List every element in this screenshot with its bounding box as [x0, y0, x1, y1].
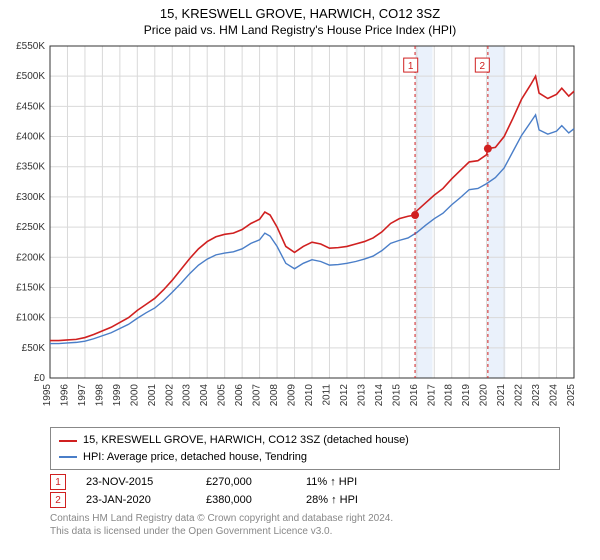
svg-text:£400K: £400K — [16, 132, 45, 143]
svg-text:2: 2 — [480, 62, 486, 73]
svg-text:2018: 2018 — [444, 384, 455, 407]
sale-marker-1: 1 — [50, 474, 66, 490]
svg-text:2021: 2021 — [496, 384, 507, 407]
svg-text:1999: 1999 — [112, 384, 123, 407]
legend-row-series2: HPI: Average price, detached house, Tend… — [59, 449, 551, 466]
sale-row-1: 1 23-NOV-2015 £270,000 11% ↑ HPI — [50, 474, 560, 490]
sale-delta-1: 11% ↑ HPI — [306, 476, 357, 488]
sale-delta-2: 28% ↑ HPI — [306, 494, 358, 506]
legend-label-2: HPI: Average price, detached house, Tend… — [83, 449, 307, 466]
svg-text:2000: 2000 — [129, 384, 140, 407]
svg-text:2019: 2019 — [461, 384, 472, 407]
svg-text:£150K: £150K — [16, 283, 45, 294]
svg-text:2003: 2003 — [182, 384, 193, 407]
footer-line1: Contains HM Land Registry data © Crown c… — [50, 512, 560, 525]
svg-text:2017: 2017 — [426, 384, 437, 407]
svg-text:£100K: £100K — [16, 313, 45, 324]
sale-rows: 1 23-NOV-2015 £270,000 11% ↑ HPI 2 23-JA… — [50, 474, 560, 508]
svg-text:2010: 2010 — [304, 384, 315, 407]
legend-swatch-2 — [59, 456, 77, 458]
svg-text:2004: 2004 — [199, 384, 210, 407]
svg-text:1996: 1996 — [59, 384, 70, 407]
svg-text:1998: 1998 — [94, 384, 105, 407]
svg-text:2015: 2015 — [391, 384, 402, 407]
svg-text:£550K: £550K — [16, 41, 45, 52]
svg-text:£50K: £50K — [22, 343, 46, 354]
sale-date-2: 23-JAN-2020 — [86, 494, 186, 506]
svg-text:£350K: £350K — [16, 162, 45, 173]
title-subtitle: Price paid vs. HM Land Registry's House … — [0, 23, 600, 39]
svg-text:1995: 1995 — [42, 384, 53, 407]
svg-text:2011: 2011 — [321, 384, 332, 406]
svg-text:2002: 2002 — [164, 384, 175, 407]
svg-text:£500K: £500K — [16, 72, 45, 83]
svg-text:2007: 2007 — [252, 384, 263, 407]
svg-text:1997: 1997 — [77, 384, 88, 407]
legend-label-1: 15, KRESWELL GROVE, HARWICH, CO12 3SZ (d… — [83, 432, 409, 449]
legend-swatch-1 — [59, 440, 77, 442]
svg-text:£450K: £450K — [16, 102, 45, 113]
sale-row-2: 2 23-JAN-2020 £380,000 28% ↑ HPI — [50, 492, 560, 508]
svg-text:1: 1 — [408, 62, 414, 73]
legend-row-series1: 15, KRESWELL GROVE, HARWICH, CO12 3SZ (d… — [59, 432, 551, 449]
svg-text:2008: 2008 — [269, 384, 280, 407]
svg-text:£200K: £200K — [16, 253, 45, 264]
svg-text:2006: 2006 — [234, 384, 245, 407]
svg-text:2016: 2016 — [409, 384, 420, 407]
title-address: 15, KRESWELL GROVE, HARWICH, CO12 3SZ — [0, 6, 600, 23]
svg-text:£300K: £300K — [16, 192, 45, 203]
footer: Contains HM Land Registry data © Crown c… — [50, 512, 560, 538]
svg-text:2005: 2005 — [217, 384, 228, 407]
svg-text:2022: 2022 — [514, 384, 525, 407]
svg-text:2013: 2013 — [356, 384, 367, 407]
footer-line2: This data is licensed under the Open Gov… — [50, 525, 560, 538]
svg-text:2001: 2001 — [147, 384, 158, 407]
sale-price-1: £270,000 — [206, 476, 286, 488]
title-block: 15, KRESWELL GROVE, HARWICH, CO12 3SZ Pr… — [0, 0, 600, 38]
svg-text:2014: 2014 — [374, 384, 385, 407]
svg-text:£250K: £250K — [16, 223, 45, 234]
svg-text:2023: 2023 — [531, 384, 542, 407]
sale-price-2: £380,000 — [206, 494, 286, 506]
svg-text:£0: £0 — [34, 373, 46, 384]
svg-text:2020: 2020 — [479, 384, 490, 407]
legend-box: 15, KRESWELL GROVE, HARWICH, CO12 3SZ (d… — [50, 427, 560, 470]
svg-text:2025: 2025 — [566, 384, 577, 407]
svg-text:2009: 2009 — [287, 384, 298, 407]
sale-date-1: 23-NOV-2015 — [86, 476, 186, 488]
sale-marker-2: 2 — [50, 492, 66, 508]
price-chart: £0 £50K £100K £150K £200K £250K £300K £350K £400… — [0, 38, 600, 418]
svg-text:2024: 2024 — [549, 384, 560, 407]
svg-text:2012: 2012 — [339, 384, 350, 407]
